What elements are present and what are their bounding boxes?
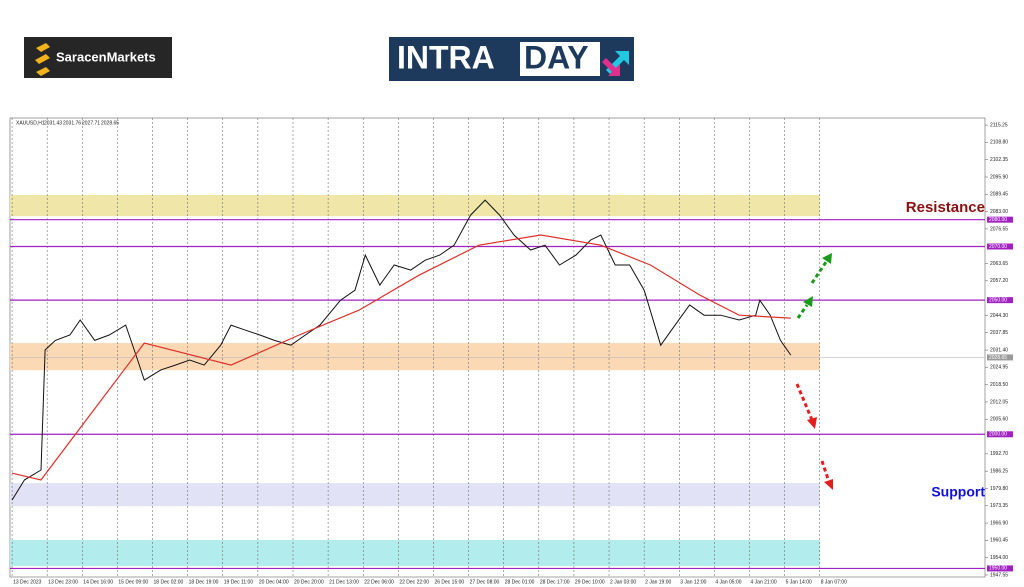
level-tag <box>987 297 1013 304</box>
y-tick-label: 1973.35 <box>990 503 1008 509</box>
x-tick-label: 26 Dec 15:00 <box>434 579 464 585</box>
y-tick-label: 1979.80 <box>990 486 1008 492</box>
level-tag <box>987 243 1013 250</box>
y-tick-label: 1947.55 <box>990 572 1008 578</box>
y-tick-label: 2095.90 <box>990 174 1008 180</box>
x-tick-label: 20 Dec 20:00 <box>294 579 324 585</box>
y-tick-label: 1992.70 <box>990 451 1008 457</box>
zone <box>10 343 820 371</box>
y-tick-label: 2024.95 <box>990 365 1008 371</box>
price-tag <box>987 354 1013 361</box>
x-tick-label: 13 Dec 2023 <box>13 579 42 585</box>
y-tick-label: 2037.85 <box>990 330 1008 336</box>
brand-icon <box>35 43 50 76</box>
x-tick-label: 29 Dec 10:00 <box>575 579 605 585</box>
x-tick-label: 22 Dec 06:00 <box>364 579 394 585</box>
price-label: 2028.65 <box>989 355 1007 361</box>
annotation: Resistance <box>906 199 985 216</box>
y-tick-label: 2044.30 <box>990 313 1008 319</box>
x-tick-label: 21 Dec 13:00 <box>329 579 359 585</box>
x-tick-label: 18 Dec 19:00 <box>189 579 219 585</box>
level-label: 2050.00 <box>989 297 1007 303</box>
level-label: 1950.00 <box>989 566 1007 572</box>
grid: 13 Dec 2023 13 Dec 23:00 14 Dec 16:00 15 De… <box>11 118 1008 585</box>
x-tick-label: 28 Dec 01:00 <box>505 579 535 585</box>
ohlc-value: 2027.71 <box>82 120 100 126</box>
zone <box>10 194 820 217</box>
arrow-head <box>807 417 833 490</box>
level-label: 2080.00 <box>989 217 1007 223</box>
y-tick-label: 1966.90 <box>990 520 1008 526</box>
y-tick-label: 2012.05 <box>990 399 1008 405</box>
x-tick-label: 8 Jan 07:00 <box>821 579 847 585</box>
ohlc: 2031.43 2031.76 2027.71 2028.65 <box>44 120 119 126</box>
y-tick-label: 2102.35 <box>990 157 1008 163</box>
x-tick-label: 5 Jan 14:00 <box>786 579 812 585</box>
zones <box>10 194 820 567</box>
plot <box>11 199 792 501</box>
x-tick-label: 20 Dec 04:00 <box>259 579 289 585</box>
x-tick-label: 2 Jan 03:00 <box>610 579 636 585</box>
x-tick-label: 13 Dec 23:00 <box>48 579 78 585</box>
levels: 2080.00 2070.00 2050.00 2000.00 1950.00 2028.… <box>10 216 1013 572</box>
y-tick-label: 2031.40 <box>990 347 1008 353</box>
y-tick-label: 1986.25 <box>990 468 1008 474</box>
symbol: XAUUSD,H1 <box>16 120 45 126</box>
x-tick-label: 22 Dec 22:00 <box>399 579 429 585</box>
y-tick-label: 2115.25 <box>990 122 1008 128</box>
x-tick-label: 4 Jan 21:00 <box>751 579 777 585</box>
x-tick-label: 27 Dec 08:00 <box>470 579 500 585</box>
y-tick-label: 2108.80 <box>990 140 1008 146</box>
ohlc-value: 2028.65 <box>101 120 119 126</box>
x-tick-label: 18 Dec 02:00 <box>154 579 184 585</box>
ohlc-value: 2031.43 <box>44 120 62 126</box>
ohlc-value: 2031.76 <box>63 120 81 126</box>
arrow-up <box>810 261 828 284</box>
brand-name: SaracenMarkets <box>56 49 156 64</box>
banner-box <box>520 42 600 76</box>
level-tag <box>987 565 1013 572</box>
y-tick-label: 2018.50 <box>990 382 1008 388</box>
x-tick-label: 2 Jan 19:00 <box>645 579 671 585</box>
y-tick-label: 2005.60 <box>990 417 1008 423</box>
x-tick-label: 3 Jan 12:00 <box>680 579 706 585</box>
arrow-down <box>820 460 831 483</box>
x-tick-label: 15 Dec 09:00 <box>118 579 148 585</box>
level-tag <box>987 216 1013 223</box>
y-tick-label: 2083.00 <box>990 209 1008 215</box>
banner-text: DAY <box>524 39 589 75</box>
x-tick-label: 28 Dec 17:00 <box>540 579 570 585</box>
x-tick-label: 14 Dec 16:00 <box>83 579 113 585</box>
x-tick-label: 4 Jan 05:00 <box>715 579 741 585</box>
arrow-up <box>796 304 809 319</box>
zone <box>10 539 820 567</box>
level-tag <box>987 431 1013 438</box>
level-label: 2000.00 <box>989 432 1007 438</box>
level-label: 2070.00 <box>989 244 1007 250</box>
y-tick-label: 1954.00 <box>990 555 1008 561</box>
arrow-head <box>803 253 832 307</box>
moving-average <box>11 234 791 481</box>
annotation: Support <box>931 484 985 500</box>
y-tick-label: 2057.20 <box>990 278 1008 284</box>
y-tick-label: 1960.45 <box>990 538 1008 544</box>
price-line <box>11 199 792 501</box>
x-tick-label: 19 Dec 11:00 <box>224 579 254 585</box>
zone <box>10 483 820 507</box>
arrows <box>795 261 831 483</box>
y-tick-label: 2076.55 <box>990 226 1008 232</box>
y-tick-label: 2089.45 <box>990 192 1008 198</box>
y-tick-label: 2063.65 <box>990 261 1008 267</box>
banner-arrow <box>602 58 620 76</box>
banner-text: INTRA <box>397 39 495 75</box>
